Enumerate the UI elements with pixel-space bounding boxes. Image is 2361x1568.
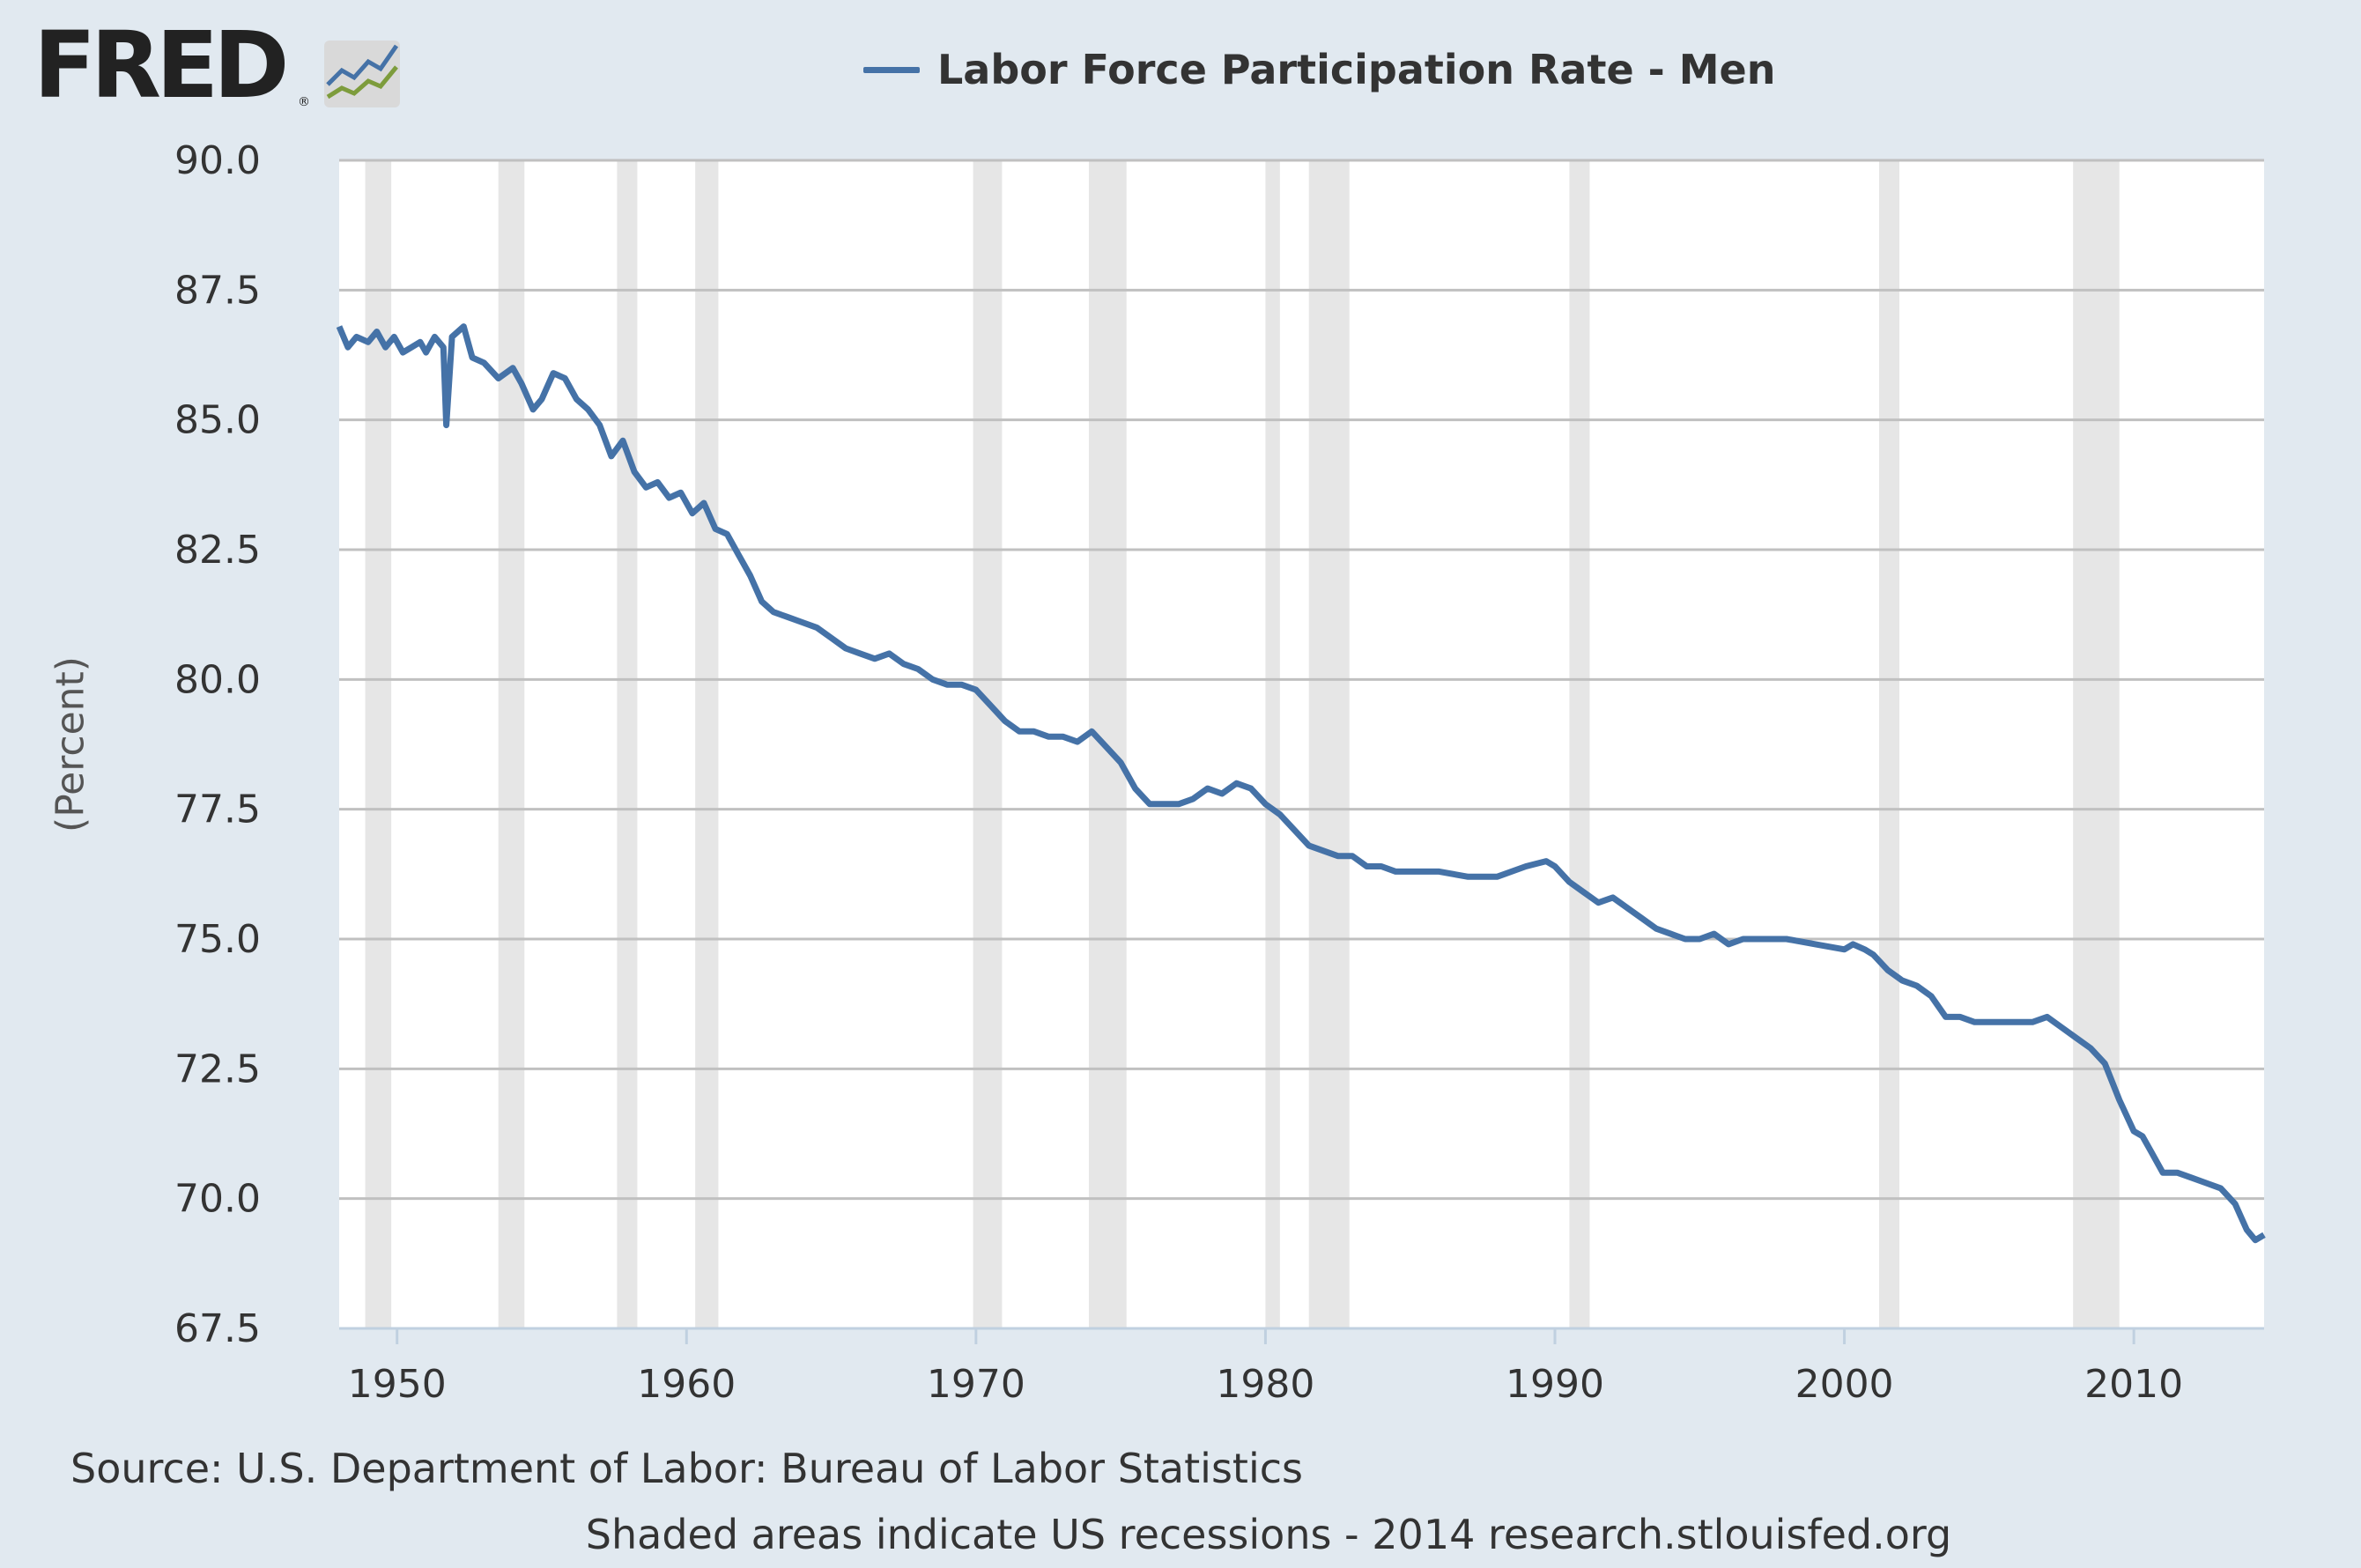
y-tick-label: 67.5: [174, 1306, 261, 1351]
x-tick-label: 1980: [1216, 1362, 1314, 1407]
y-tick-label: 87.5: [174, 268, 261, 313]
recession-band: [695, 160, 719, 1328]
x-tick-label: 1950: [348, 1362, 447, 1407]
legend-swatch: [863, 66, 920, 73]
recession-band: [617, 160, 638, 1328]
y-tick-label: 90.0: [174, 138, 261, 183]
y-tick-label: 70.0: [174, 1177, 261, 1222]
x-tick-label: 1990: [1506, 1362, 1604, 1407]
y-tick-label: 80.0: [174, 657, 261, 702]
x-tick-label: 2000: [1795, 1362, 1894, 1407]
x-tick-label: 1960: [637, 1362, 736, 1407]
source-text: Source: U.S. Department of Labor: Bureau…: [70, 1445, 1303, 1492]
recession-band: [1265, 160, 1280, 1328]
fred-logo: FRED: [33, 11, 289, 119]
recession-band: [1308, 160, 1350, 1328]
recession-band: [1569, 160, 1590, 1328]
recession-band: [2073, 160, 2120, 1328]
x-tick-label: 2010: [2084, 1362, 2183, 1407]
recession-band: [498, 160, 525, 1328]
series-line: [336, 323, 2266, 1244]
y-tick-label: 75.0: [174, 917, 261, 962]
y-tick-label: 82.5: [174, 528, 261, 573]
legend-label: Labor Force Participation Rate - Men: [937, 46, 1776, 93]
plot-area: [339, 160, 2264, 1328]
recession-band: [365, 160, 392, 1328]
chart-legend[interactable]: Labor Force Participation Rate - Men: [863, 46, 1776, 93]
recession-note: Shaded areas indicate US recessions - 20…: [585, 1511, 1952, 1558]
fred-graph-icon: [324, 41, 400, 107]
y-tick-label: 85.0: [174, 398, 261, 443]
y-tick-label: 72.5: [174, 1047, 261, 1091]
registered-mark: ®: [298, 95, 310, 109]
recession-band: [1879, 160, 1899, 1328]
recession-band: [973, 160, 1003, 1328]
y-tick-label: 77.5: [174, 788, 261, 832]
x-tick-label: 1970: [927, 1362, 1025, 1407]
